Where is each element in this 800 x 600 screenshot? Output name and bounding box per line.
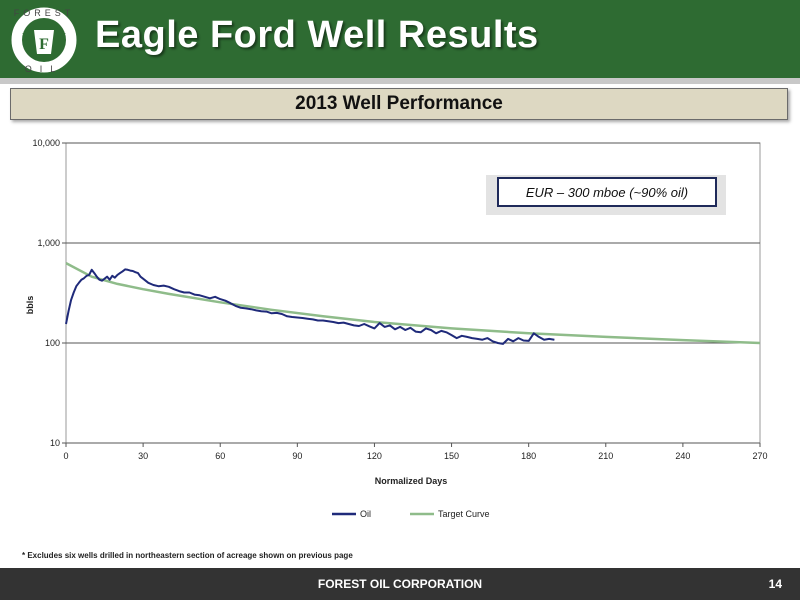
footer-company-name: FOREST OIL CORPORATION (317, 577, 483, 591)
x-tick-label: 120 (367, 451, 382, 461)
x-tick-label: 150 (444, 451, 459, 461)
page-number: 14 (768, 577, 782, 591)
x-axis-label: Normalized Days (375, 476, 448, 486)
header-divider (0, 78, 800, 84)
x-tick-label: 60 (215, 451, 225, 461)
page-title: Eagle Ford Well Results (95, 14, 539, 56)
section-banner: 2013 Well Performance (10, 88, 788, 120)
y-tick-label: 10,000 (32, 138, 60, 148)
series-line-target-curve (65, 261, 761, 345)
footer-bar: FOREST OIL CORPORATION 14 (0, 568, 800, 600)
x-tick-label: 270 (752, 451, 767, 461)
header-bar (0, 0, 800, 78)
y-tick-label: 100 (45, 338, 60, 348)
x-tick-label: 0 (63, 451, 68, 461)
svg-text:F: F (39, 36, 49, 53)
keystone-f-logo-icon (34, 30, 54, 54)
section-title: 2013 Well Performance (295, 93, 503, 114)
y-axis-label: bbls (25, 296, 35, 315)
forest-oil-logo: F FOREST OIL (8, 4, 80, 76)
legend-label-oil: Oil (360, 509, 371, 519)
footnote: * Excludes six wells drilled in northeas… (22, 551, 353, 560)
eur-annotation: EUR – 300 mboe (~90% oil) (486, 175, 726, 215)
x-tick-label: 240 (675, 451, 690, 461)
logo-bottom-text: OIL (25, 64, 64, 74)
x-tick-label: 90 (292, 451, 302, 461)
x-tick-label: 30 (138, 451, 148, 461)
logo-top-text: FOREST (14, 8, 75, 18)
y-tick-label: 10 (50, 438, 60, 448)
production-chart: 10 100 1,000 10,000 0 30 60 90 120 150 180 210 240 27… (25, 138, 768, 519)
x-tick-label: 210 (598, 451, 613, 461)
x-tick-label: 180 (521, 451, 536, 461)
legend: Oil Target Curve (332, 509, 490, 519)
eur-annotation-text: EUR – 300 mboe (~90% oil) (526, 185, 688, 200)
y-tick-label: 1,000 (37, 238, 60, 248)
series-line-oil (65, 268, 555, 345)
legend-label-target-curve: Target Curve (438, 509, 490, 519)
